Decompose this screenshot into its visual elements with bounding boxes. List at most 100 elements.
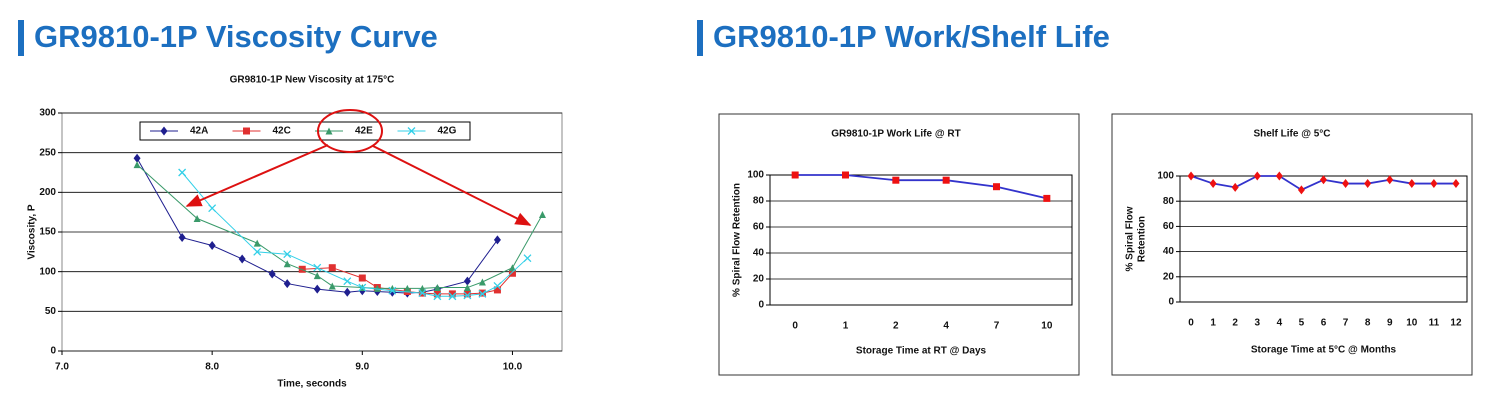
- y-axis-label: Retention: [1137, 216, 1148, 262]
- y-axis-label: % Spiral Flow: [1125, 206, 1136, 271]
- marker: [358, 274, 366, 282]
- x-tick-label: 8: [1365, 318, 1371, 329]
- x-tick-label: 8.0: [205, 362, 219, 373]
- marker: [1430, 179, 1438, 189]
- marker: [313, 284, 321, 294]
- x-tick-label: 5: [1299, 318, 1305, 329]
- marker: [178, 168, 187, 177]
- marker: [133, 153, 141, 163]
- marker: [1342, 179, 1350, 189]
- marker: [407, 127, 416, 135]
- series-line: [136, 157, 498, 294]
- arrow: [185, 144, 329, 207]
- y-tick-label: 80: [753, 196, 765, 207]
- x-tick-label: 10: [1406, 318, 1418, 329]
- x-tick-label: 6: [1321, 318, 1327, 329]
- marker: [160, 126, 168, 136]
- marker: [463, 290, 471, 298]
- marker: [208, 240, 216, 250]
- arrow: [372, 145, 532, 226]
- chart-title: GR9810-1P Work Life @ RT: [831, 129, 960, 140]
- marker: [313, 263, 322, 272]
- marker: [343, 277, 352, 286]
- marker: [1043, 194, 1051, 202]
- marker: [508, 264, 516, 272]
- y-tick-label: 50: [45, 306, 57, 317]
- x-tick-label: 2: [893, 321, 899, 332]
- x-tick-label: 4: [943, 321, 949, 332]
- chart-title: GR9810-1P New Viscosity at 175°C: [230, 75, 395, 86]
- marker: [1297, 185, 1305, 195]
- y-tick-label: 0: [758, 300, 764, 311]
- x-tick-label: 2: [1232, 318, 1238, 329]
- marker: [268, 269, 276, 279]
- x-axis-label: Storage Time at RT @ Days: [856, 346, 987, 357]
- marker: [328, 264, 336, 272]
- marker: [1275, 171, 1283, 181]
- y-tick-label: 150: [39, 227, 56, 238]
- marker: [343, 287, 351, 297]
- marker: [493, 235, 501, 245]
- x-tick-label: 7: [994, 321, 1000, 332]
- marker: [791, 171, 799, 179]
- x-tick-label: 1: [843, 321, 849, 332]
- marker: [1386, 175, 1394, 185]
- marker: [538, 211, 546, 219]
- marker: [418, 289, 427, 298]
- legend-label: 42G: [438, 126, 457, 137]
- marker: [238, 254, 246, 264]
- marker: [208, 204, 217, 213]
- chart-title: Shelf Life @ 5°C: [1253, 129, 1330, 140]
- marker: [253, 247, 262, 256]
- marker: [463, 291, 472, 300]
- marker: [942, 176, 950, 184]
- marker: [313, 272, 321, 280]
- x-tick-label: 4: [1277, 318, 1283, 329]
- heading-bar: [697, 20, 703, 56]
- marker: [283, 260, 291, 268]
- x-tick-label: 11: [1429, 318, 1440, 329]
- marker: [523, 254, 532, 263]
- marker: [325, 127, 333, 135]
- marker: [1231, 182, 1239, 192]
- y-tick-label: 100: [747, 170, 764, 181]
- plot-area: [1179, 175, 1468, 303]
- marker: [388, 286, 397, 295]
- x-tick-label: 0: [792, 321, 798, 332]
- y-tick-label: 20: [753, 274, 765, 285]
- marker: [193, 215, 201, 223]
- legend: [139, 121, 471, 141]
- marker: [1187, 171, 1195, 181]
- x-tick-label: 1: [1210, 318, 1216, 329]
- marker: [433, 284, 441, 292]
- marker: [283, 250, 292, 259]
- marker: [178, 233, 186, 243]
- series-line: [795, 174, 1048, 200]
- marker: [463, 284, 471, 292]
- heading: GR9810-1P Viscosity Curve: [34, 19, 438, 54]
- marker: [892, 176, 900, 184]
- x-tick-label: 9.0: [355, 362, 369, 373]
- marker: [478, 278, 486, 286]
- x-tick-label: 10.0: [503, 362, 523, 373]
- marker: [328, 282, 336, 290]
- y-tick-label: 60: [1163, 221, 1175, 232]
- marker: [283, 279, 291, 289]
- y-tick-label: 40: [1163, 246, 1175, 257]
- marker: [493, 286, 501, 294]
- y-tick-label: 250: [39, 147, 56, 158]
- marker: [253, 239, 261, 247]
- y-tick-label: 100: [39, 266, 56, 277]
- marker: [1209, 179, 1217, 189]
- x-tick-label: 0: [1188, 318, 1194, 329]
- marker: [1253, 171, 1261, 181]
- marker: [1408, 179, 1416, 189]
- y-tick-label: 20: [1163, 271, 1175, 282]
- marker: [373, 284, 381, 292]
- heading: GR9810-1P Work/Shelf Life: [713, 19, 1110, 54]
- x-tick-label: 10: [1041, 321, 1053, 332]
- marker: [463, 276, 471, 286]
- y-tick-label: 40: [753, 248, 765, 259]
